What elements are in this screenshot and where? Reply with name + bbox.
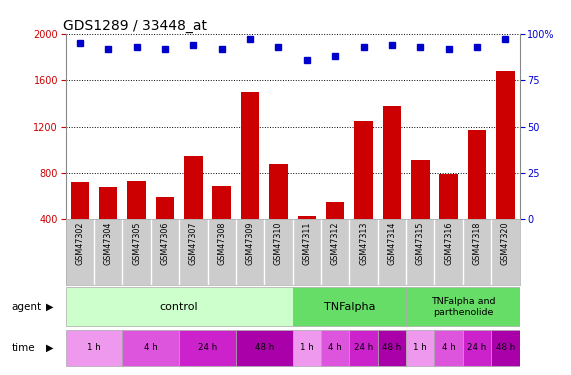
Bar (406, 330, 435, 366)
Text: GSM47311: GSM47311 (302, 221, 311, 265)
Text: GSM47312: GSM47312 (331, 221, 340, 265)
Text: ▶: ▶ (46, 343, 54, 353)
Text: GSM47314: GSM47314 (388, 221, 396, 265)
Text: 4 h: 4 h (328, 344, 342, 352)
Text: 1 h: 1 h (413, 344, 427, 352)
Bar (496, 71, 514, 266)
Bar (292, 287, 406, 326)
Bar (292, 330, 321, 366)
Text: GSM47316: GSM47316 (444, 221, 453, 265)
Text: control: control (160, 302, 199, 312)
Bar (127, 181, 146, 266)
Bar (99, 187, 118, 266)
Text: 4 h: 4 h (442, 344, 456, 352)
Text: GSM47308: GSM47308 (217, 221, 226, 265)
Bar (66, 330, 122, 366)
Text: ▶: ▶ (46, 302, 54, 312)
Text: GSM47302: GSM47302 (75, 221, 85, 265)
Text: TNFalpha and
parthenolide: TNFalpha and parthenolide (431, 297, 495, 316)
Bar (411, 160, 429, 266)
Bar (212, 186, 231, 266)
Text: GSM47318: GSM47318 (473, 221, 481, 265)
Text: 24 h: 24 h (354, 344, 373, 352)
Bar (179, 330, 236, 366)
Bar (297, 216, 316, 266)
Text: 4 h: 4 h (144, 344, 158, 352)
Bar (440, 174, 458, 266)
Bar (355, 121, 373, 266)
Bar (435, 330, 463, 366)
Bar (378, 330, 406, 366)
Text: GDS1289 / 33448_at: GDS1289 / 33448_at (63, 19, 207, 33)
Text: 24 h: 24 h (468, 344, 486, 352)
Bar (236, 330, 293, 366)
Bar (406, 287, 520, 326)
Bar (349, 330, 378, 366)
Bar (71, 182, 89, 266)
Bar (463, 330, 491, 366)
Bar (468, 130, 486, 266)
Text: GSM47304: GSM47304 (104, 221, 112, 265)
Bar (156, 197, 174, 266)
Text: GSM47307: GSM47307 (189, 221, 198, 265)
Text: 1 h: 1 h (300, 344, 313, 352)
Text: GSM47306: GSM47306 (160, 221, 170, 265)
Text: GSM47313: GSM47313 (359, 221, 368, 265)
Text: GSM47320: GSM47320 (501, 221, 510, 265)
Text: TNFalpha: TNFalpha (324, 302, 375, 312)
Bar (66, 287, 292, 326)
Text: 1 h: 1 h (87, 344, 101, 352)
Bar (383, 106, 401, 266)
Text: agent: agent (11, 302, 42, 312)
Text: GSM47309: GSM47309 (246, 221, 255, 265)
Text: 24 h: 24 h (198, 344, 217, 352)
Text: GSM47315: GSM47315 (416, 221, 425, 265)
Text: 48 h: 48 h (255, 344, 274, 352)
Bar (326, 202, 344, 266)
Bar (241, 92, 259, 266)
Text: 48 h: 48 h (383, 344, 401, 352)
Bar (321, 330, 349, 366)
Text: GSM47310: GSM47310 (274, 221, 283, 265)
Text: 48 h: 48 h (496, 344, 515, 352)
Text: GSM47305: GSM47305 (132, 221, 141, 265)
Bar (491, 330, 520, 366)
Bar (184, 156, 203, 266)
Text: time: time (11, 343, 35, 353)
Bar (122, 330, 179, 366)
Bar (270, 164, 288, 266)
